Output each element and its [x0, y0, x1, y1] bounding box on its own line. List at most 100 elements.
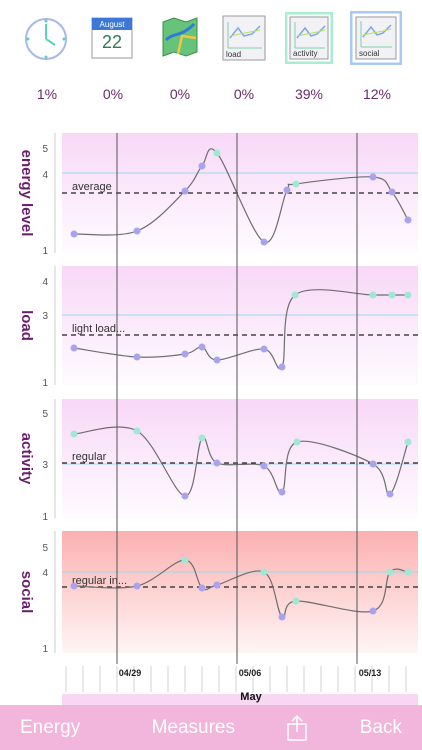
data-point — [260, 568, 268, 576]
data-point — [278, 488, 286, 496]
data-point — [133, 227, 141, 235]
x-date-label: 05/06 — [239, 668, 262, 678]
y-tick-label: 5 — [42, 409, 48, 420]
chart-panel-1: average 5 4 1 energy level — [18, 133, 418, 257]
data-point — [369, 173, 377, 181]
data-point — [213, 149, 221, 157]
data-point — [260, 345, 268, 353]
data-point — [181, 556, 189, 564]
data-point — [260, 238, 268, 246]
data-point — [291, 291, 299, 299]
data-point — [388, 291, 396, 299]
x-date-label: 05/13 — [359, 668, 382, 678]
calendar-icon[interactable]: August 22 — [90, 14, 134, 64]
y-tick-label: 1 — [42, 246, 48, 257]
map-percent: 0% — [169, 86, 191, 102]
social-chart-label: social — [359, 49, 380, 58]
data-point — [404, 568, 412, 576]
data-point — [181, 187, 189, 195]
load-chart-icon[interactable]: load — [222, 14, 266, 64]
social-chart-icon[interactable]: social — [350, 11, 402, 65]
chart-title: load — [18, 310, 35, 341]
baseline-label: average — [72, 181, 112, 193]
data-point — [70, 230, 78, 238]
y-tick-label: 5 — [42, 144, 48, 155]
share-icon — [287, 714, 308, 741]
panel-background — [62, 531, 418, 653]
data-point — [70, 582, 78, 590]
data-point — [278, 363, 286, 371]
top-toolbar: August 22 load activity — [0, 0, 422, 120]
data-point — [213, 459, 221, 467]
y-tick-label: 4 — [42, 568, 48, 579]
y-tick-label: 1 — [42, 512, 48, 523]
activity-percent: 39% — [294, 86, 324, 102]
data-point — [198, 162, 206, 170]
clock-icon[interactable] — [22, 14, 72, 64]
calendar-month: August — [99, 20, 125, 29]
series-line — [73, 289, 408, 370]
data-point — [260, 462, 268, 470]
data-point — [181, 350, 189, 358]
chart-title: energy level — [18, 150, 35, 237]
calendar-day: 22 — [101, 32, 123, 52]
y-tick-label: 4 — [42, 170, 48, 181]
chart-panel-2: light load... 4 3 1 load — [18, 266, 418, 389]
y-tick-label: 1 — [42, 378, 48, 389]
baseline-label: regular in... — [72, 575, 127, 587]
panel-background — [62, 399, 418, 518]
data-point — [133, 427, 141, 435]
charts-area[interactable]: average 5 4 1 energy level light load... 4 3 1 lo… — [0, 120, 422, 705]
clock-percent: 1% — [36, 86, 58, 102]
activity-chart-icon[interactable]: activity — [285, 12, 333, 64]
y-tick-label: 1 — [42, 644, 48, 655]
data-point — [292, 597, 300, 605]
calendar-percent: 0% — [102, 86, 124, 102]
data-point — [133, 353, 141, 361]
charts-svg: average 5 4 1 energy level light load... 4 3 1 lo… — [18, 133, 418, 705]
data-point — [181, 492, 189, 500]
y-tick-label: 3 — [42, 460, 48, 471]
data-point — [404, 291, 412, 299]
chart-title: activity — [18, 433, 35, 485]
data-point — [278, 613, 286, 621]
map-icon[interactable] — [160, 14, 200, 64]
data-point — [198, 434, 206, 442]
x-axis: 04/29 05/06 05/13 May — [62, 664, 418, 705]
data-point — [404, 216, 412, 224]
baseline-label: light load... — [72, 323, 125, 335]
x-month-label: May — [240, 691, 262, 703]
data-point — [198, 584, 206, 592]
data-point — [283, 186, 291, 194]
chart-title: social — [18, 571, 35, 614]
data-point — [369, 460, 377, 468]
data-point — [388, 188, 396, 196]
x-date-label: 04/29 — [119, 668, 142, 678]
data-point — [70, 344, 78, 352]
baseline-label: regular — [72, 451, 107, 463]
data-point — [369, 607, 377, 615]
measures-button[interactable]: Measures — [151, 716, 235, 738]
social-percent: 12% — [362, 86, 392, 102]
activity-chart-label: activity — [293, 49, 318, 58]
panel-background — [62, 266, 418, 385]
y-tick-label: 3 — [42, 311, 48, 322]
data-point — [133, 582, 141, 590]
data-point — [292, 180, 300, 188]
data-point — [369, 291, 377, 299]
data-point — [293, 438, 301, 446]
energy-button[interactable]: Energy — [20, 716, 81, 738]
panel-background — [62, 133, 418, 253]
y-tick-label: 5 — [42, 543, 48, 554]
load-percent: 0% — [233, 86, 255, 102]
share-button[interactable] — [266, 714, 328, 742]
chart-panel-3: regular 5 3 1 activity — [18, 399, 418, 523]
data-point — [386, 568, 394, 576]
bottom-nav: Energy Measures Back — [0, 705, 422, 750]
data-point — [404, 438, 412, 446]
data-point — [198, 343, 206, 351]
y-tick-label: 4 — [42, 277, 48, 288]
back-button[interactable]: Back — [359, 716, 402, 738]
data-point — [386, 490, 394, 498]
load-chart-label: load — [226, 50, 242, 59]
